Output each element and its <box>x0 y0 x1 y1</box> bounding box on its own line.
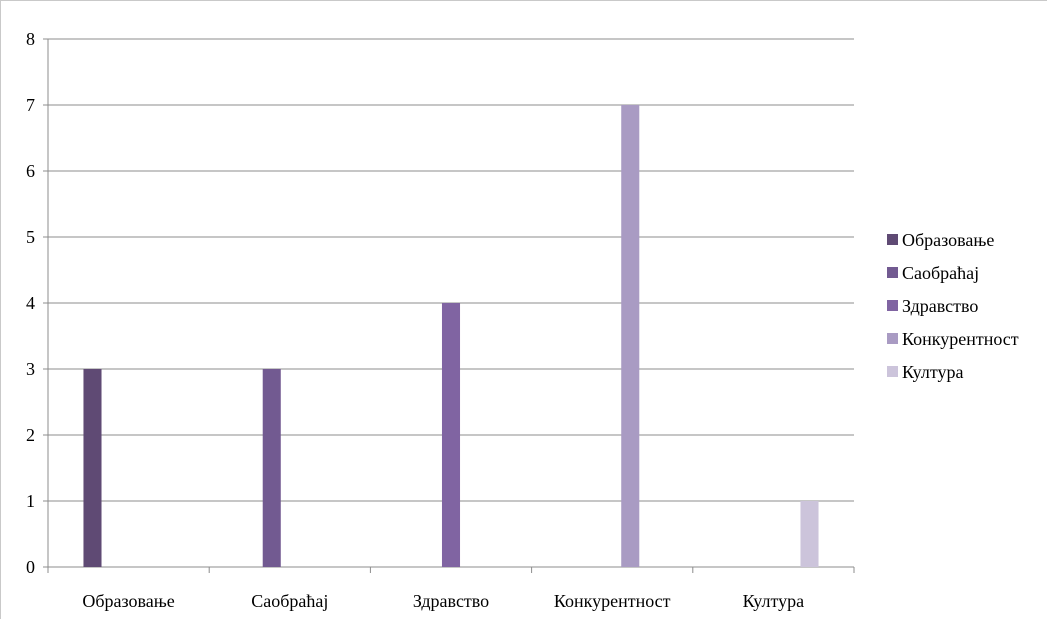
y-tick-label: 3 <box>26 359 35 379</box>
x-tick-label: Образовање <box>82 591 174 611</box>
y-tick-label: 7 <box>26 95 35 115</box>
x-tick-labels: Образовање Саобраћај Здравство Конкурентнос… <box>82 591 804 611</box>
legend-label: Култура <box>902 362 963 382</box>
legend-label: Конкурентност <box>902 329 1019 349</box>
legend-swatch <box>887 333 898 344</box>
y-tick-label: 2 <box>26 425 35 445</box>
legend-swatch <box>887 366 898 377</box>
legend-label: Саобраћај <box>902 263 979 283</box>
legend-label: Образовање <box>902 230 994 250</box>
legend-swatch <box>887 267 898 278</box>
x-tick-label: Конкурентност <box>554 591 671 611</box>
y-tick-labels: 0 1 2 3 4 5 6 7 8 <box>26 29 35 577</box>
y-tick-label: 6 <box>26 161 35 181</box>
y-tick-label: 8 <box>26 29 35 49</box>
legend-item: Здравство <box>887 296 978 316</box>
x-tick-label: Здравство <box>413 591 489 611</box>
legend-item: Конкурентност <box>887 329 1019 349</box>
legend-swatch <box>887 300 898 311</box>
legend: Образовање Саобраћај Здравство Конкурентнос… <box>887 230 1019 382</box>
x-tick-label: Саобраћај <box>251 591 328 611</box>
legend-item: Култура <box>887 362 963 382</box>
y-tick-label: 1 <box>26 491 35 511</box>
y-tick-label: 0 <box>26 557 35 577</box>
y-tick-label: 5 <box>26 227 35 247</box>
bar-2 <box>262 369 281 567</box>
bar-4 <box>621 105 640 567</box>
bar-5 <box>800 501 819 567</box>
legend-label: Здравство <box>902 296 978 316</box>
y-tick-label: 4 <box>26 293 35 313</box>
bar-3 <box>441 303 461 567</box>
bars <box>83 105 819 567</box>
legend-item: Саобраћај <box>887 263 979 283</box>
legend-item: Образовање <box>887 230 994 250</box>
x-tick-label: Култура <box>743 591 804 611</box>
legend-swatch <box>887 234 898 245</box>
bar-1 <box>83 369 102 567</box>
